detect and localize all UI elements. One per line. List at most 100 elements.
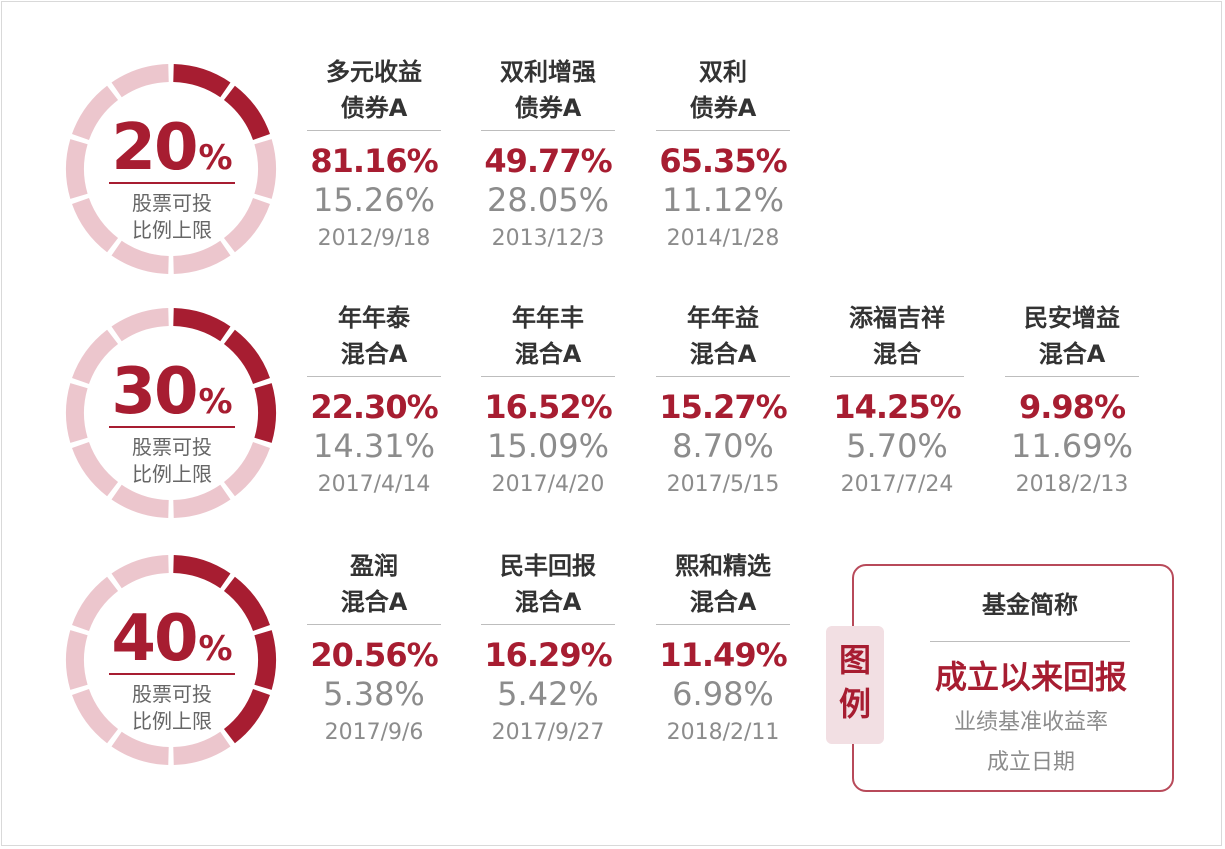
fund-name: 民安增益 混合A bbox=[1024, 304, 1120, 368]
percent-underline bbox=[109, 182, 235, 184]
fund-benchmark: 5.70% bbox=[846, 427, 948, 465]
fund-name: 熙和精选 混合A bbox=[675, 552, 771, 616]
fund-return: 81.16% bbox=[310, 142, 438, 180]
ring-segment-empty bbox=[66, 139, 88, 199]
ring-segment-filled bbox=[254, 630, 276, 690]
fund-return: 9.98% bbox=[1018, 388, 1126, 426]
ring-segment-empty bbox=[72, 576, 119, 632]
legend-divider bbox=[930, 641, 1130, 642]
fund-date: 2012/9/18 bbox=[317, 226, 431, 251]
fund-name: 年年泰 混合A bbox=[338, 304, 410, 368]
percent-unit: % bbox=[198, 382, 233, 422]
ring-segment-empty bbox=[223, 197, 270, 253]
percent-underline bbox=[109, 673, 235, 675]
ring-segment-empty bbox=[111, 731, 170, 765]
divider bbox=[1005, 376, 1139, 377]
ring-segment-empty bbox=[111, 240, 170, 274]
fund-benchmark: 15.26% bbox=[312, 181, 435, 219]
fund-name: 民丰回报 混合A bbox=[500, 552, 596, 616]
fund-name: 年年益 混合A bbox=[687, 304, 759, 368]
ring-svg bbox=[66, 555, 276, 765]
fund-date: 2014/1/28 bbox=[666, 226, 780, 251]
fund-benchmark: 14.31% bbox=[312, 427, 435, 465]
ring-segment-empty bbox=[66, 630, 88, 690]
fund-name: 盈润 混合A bbox=[340, 552, 408, 616]
limit-label-line2: 比例上限 bbox=[132, 462, 212, 486]
legend-tag-line1: 图 bbox=[838, 641, 871, 679]
group-40: 40% 股票可投 比例上限 盈润 混合A 20.56% 5.38% 2017/9/… bbox=[0, 552, 1225, 793]
ring-gauge-30: 30% 股票可投 比例上限 bbox=[64, 306, 278, 520]
ring-segment-filled bbox=[254, 383, 276, 443]
fund-date: 2018/2/11 bbox=[666, 720, 780, 745]
fund-name: 双利增强 债券A bbox=[500, 58, 596, 122]
ring-segment-empty bbox=[111, 64, 170, 98]
fund-card: 民丰回报 混合A 16.29% 5.42% 2017/9/27 bbox=[478, 548, 618, 753]
ring-segment-empty bbox=[111, 555, 170, 589]
fund-date: 2017/9/6 bbox=[324, 720, 424, 745]
percent-unit: % bbox=[198, 138, 233, 178]
divider bbox=[307, 624, 441, 625]
fund-date: 2013/12/3 bbox=[491, 226, 605, 251]
fund-name: 添福吉祥 混合 bbox=[849, 304, 945, 368]
legend-date-label: 成立日期 bbox=[986, 750, 1075, 775]
fund-benchmark: 5.38% bbox=[323, 675, 425, 713]
divider bbox=[656, 376, 790, 377]
legend-tag-line2: 例 bbox=[838, 685, 871, 723]
fund-date: 2017/4/14 bbox=[317, 472, 431, 497]
ring-segment-empty bbox=[254, 139, 276, 199]
percent-number: 30 bbox=[111, 355, 198, 429]
fund-name: 年年丰 混合A bbox=[512, 304, 584, 368]
fund-date: 2018/2/13 bbox=[1015, 472, 1129, 497]
ring-segment-empty bbox=[72, 688, 119, 744]
fund-date: 2017/9/27 bbox=[491, 720, 605, 745]
legend-title: 基金简称 bbox=[982, 591, 1078, 619]
percent-label: 40% bbox=[106, 599, 238, 679]
fund-benchmark: 15.09% bbox=[486, 427, 609, 465]
ring-segment-filled bbox=[223, 329, 270, 385]
ring-segment-empty bbox=[172, 240, 231, 274]
ring-segment-filled bbox=[172, 308, 231, 342]
limit-label: 股票可投 比例上限 bbox=[104, 190, 240, 244]
limit-label-line1: 股票可投 bbox=[132, 435, 212, 459]
fund-return: 16.52% bbox=[484, 388, 612, 426]
ring-segment-empty bbox=[72, 441, 119, 497]
fund-benchmark: 11.12% bbox=[661, 181, 784, 219]
divider bbox=[656, 130, 790, 131]
fund-date: 2017/5/15 bbox=[666, 472, 780, 497]
divider bbox=[656, 624, 790, 625]
limit-label-line1: 股票可投 bbox=[132, 191, 212, 215]
percent-label: 20% bbox=[106, 108, 238, 188]
fund-date: 2017/7/24 bbox=[840, 472, 954, 497]
group-30: 30% 股票可投 比例上限 年年泰 混合A 22.30% 14.31% 2017/… bbox=[0, 304, 1225, 546]
ring-gauge-20: 20% 股票可投 比例上限 bbox=[64, 62, 278, 276]
fund-name: 双利 债券A bbox=[689, 58, 757, 122]
fund-benchmark: 5.42% bbox=[497, 675, 599, 713]
group-20: 20% 股票可投 比例上限 多元收益 债券A 81.16% 15.26% 2012… bbox=[0, 58, 1225, 302]
ring-segment-empty bbox=[172, 731, 231, 765]
ring-segment-empty bbox=[111, 308, 170, 342]
percent-number: 40 bbox=[111, 602, 198, 676]
fund-return: 22.30% bbox=[310, 388, 438, 426]
ring-segment-empty bbox=[223, 441, 270, 497]
percent-label: 30% bbox=[106, 352, 238, 432]
ring-segment-empty bbox=[66, 383, 88, 443]
fund-return: 65.35% bbox=[659, 142, 787, 180]
divider bbox=[307, 130, 441, 131]
ring-segment-filled bbox=[172, 555, 231, 589]
ring-svg bbox=[66, 308, 276, 518]
limit-label-line1: 股票可投 bbox=[132, 682, 212, 706]
limit-label: 股票可投 比例上限 bbox=[104, 681, 240, 735]
fund-return: 20.56% bbox=[310, 636, 438, 674]
fund-card: 熙和精选 混合A 11.49% 6.98% 2018/2/11 bbox=[653, 548, 793, 753]
ring-segment-empty bbox=[72, 197, 119, 253]
ring-segment-filled bbox=[223, 688, 270, 744]
legend-benchmark-label: 业绩基准收益率 bbox=[953, 710, 1108, 735]
fund-date: 2017/4/20 bbox=[491, 472, 605, 497]
divider bbox=[830, 376, 964, 377]
fund-card: 年年丰 混合A 16.52% 15.09% 2017/4/20 bbox=[478, 300, 618, 505]
fund-card: 年年益 混合A 15.27% 8.70% 2017/5/15 bbox=[653, 300, 793, 505]
fund-return: 15.27% bbox=[659, 388, 787, 426]
fund-return: 49.77% bbox=[484, 142, 612, 180]
limit-label-line2: 比例上限 bbox=[132, 218, 212, 242]
